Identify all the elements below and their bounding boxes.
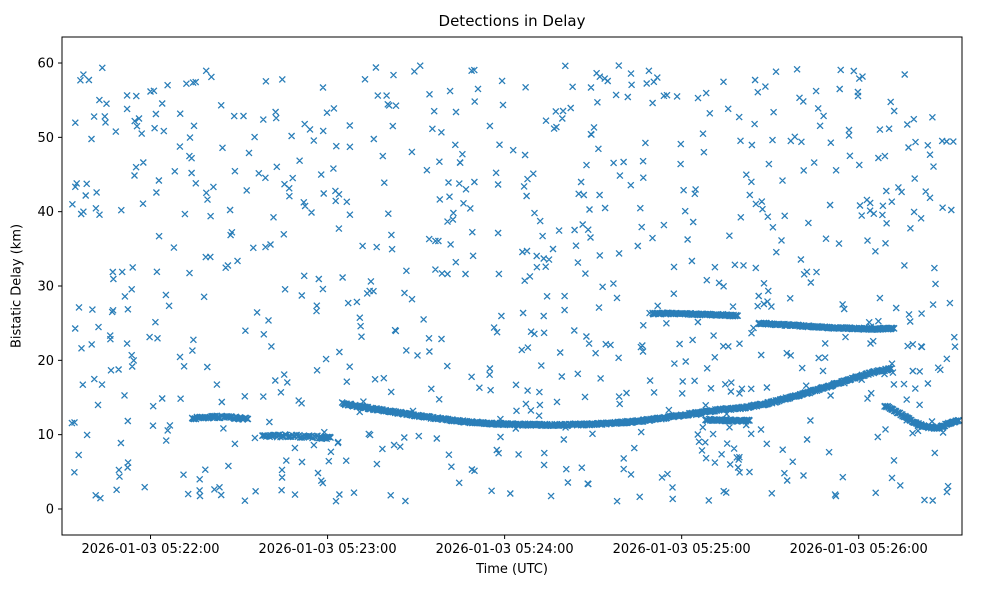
data-points [68, 62, 962, 505]
y-tick-label: 10 [37, 428, 54, 443]
x-tick-label: 2026-01-03 05:22:00 [81, 542, 219, 557]
y-tick-label: 60 [37, 57, 54, 72]
y-axis-label: Bistatic Delay (km) [9, 223, 25, 349]
x-tick-label: 2026-01-03 05:23:00 [259, 542, 397, 557]
x-ticks: 2026-01-03 05:22:00 2026-01-03 05:23:00 20… [81, 535, 928, 557]
y-tick-label: 40 [37, 205, 54, 220]
x-tick-label: 2026-01-03 05:26:00 [790, 542, 928, 557]
y-ticks: 0 10 20 30 40 50 60 [37, 57, 62, 517]
x-axis-label: Time (UTC) [476, 562, 548, 577]
x-tick-label: 2026-01-03 05:25:00 [613, 542, 751, 557]
y-tick-label: 20 [37, 354, 54, 369]
y-tick-label: 0 [46, 502, 54, 517]
plot-frame [61, 36, 963, 536]
y-tick-label: 30 [37, 280, 54, 295]
x-tick-label: 2026-01-03 05:24:00 [436, 542, 574, 557]
y-tick-label: 50 [37, 131, 54, 146]
chart-title: Detections in Delay [438, 12, 586, 30]
